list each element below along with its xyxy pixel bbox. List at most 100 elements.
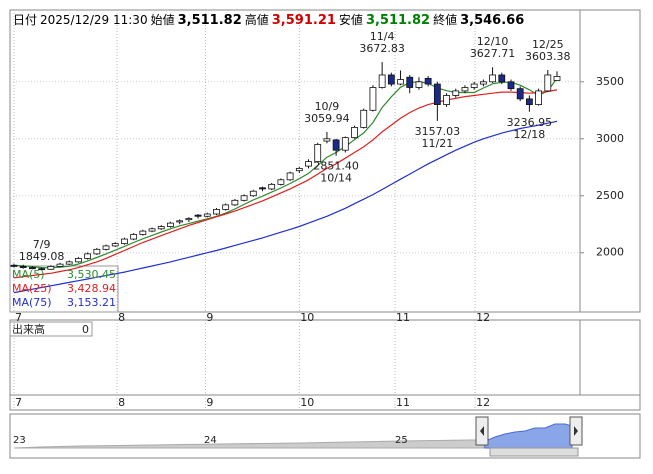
x-tick-label: 11 — [396, 396, 410, 409]
candle-body — [295, 168, 303, 172]
candle-body — [19, 266, 27, 268]
annotation-date: 7/9 — [33, 238, 51, 251]
header-value: 2025/12/29 11:30 — [40, 13, 148, 27]
candle-body — [535, 90, 542, 105]
candle-body — [516, 88, 524, 100]
candle-body — [323, 138, 331, 142]
header-value: 3,591.21 — [271, 13, 336, 28]
y-tick-label: 2000 — [596, 246, 624, 259]
candle-body — [452, 90, 460, 96]
volume-value: 0 — [82, 323, 89, 336]
candle-body — [47, 266, 55, 270]
candle-body — [121, 238, 128, 245]
annotation-value: 3627.71 — [470, 47, 516, 60]
legend-value: 3,153.21 — [67, 296, 116, 309]
candle-body — [10, 264, 18, 267]
legend-value: 3,428.94 — [67, 282, 116, 295]
header-value: 3,511.82 — [177, 13, 242, 28]
annotation-value: 1849.08 — [19, 250, 65, 263]
candle-body — [249, 190, 257, 197]
header-value: 3,546.66 — [460, 13, 525, 28]
candle-body — [507, 81, 515, 90]
annotation-date: 12/10 — [477, 35, 509, 48]
x-tick-label: 9 — [206, 311, 213, 324]
header-label: 高値 — [244, 13, 269, 27]
candle-body — [157, 226, 165, 230]
x-tick-label: 12 — [476, 396, 490, 409]
legend-name: MA(5) — [12, 268, 45, 281]
annotation-date: 11/4 — [370, 30, 395, 43]
candle-body — [369, 87, 377, 111]
header-label: 終値 — [433, 13, 458, 27]
candle-body — [378, 74, 386, 88]
price-panel — [9, 9, 641, 313]
candle-body — [84, 253, 92, 259]
candle-body — [102, 245, 110, 250]
ma-line — [13, 89, 558, 279]
x-tick-label: 10 — [300, 311, 314, 324]
candle-body — [461, 87, 469, 92]
y-tick-label: 3500 — [596, 75, 624, 88]
candle-body — [222, 204, 230, 210]
candle-body — [470, 83, 478, 88]
ma-line — [13, 77, 558, 269]
candle-body — [443, 95, 450, 105]
x-tick-label: 12 — [476, 311, 490, 324]
candle-body — [332, 139, 340, 151]
scrollbar[interactable] — [489, 447, 579, 457]
candle-body — [240, 195, 248, 201]
candle-body — [203, 213, 211, 217]
candle-body — [268, 183, 276, 190]
header-value: 3,511.82 — [365, 13, 431, 28]
candle-body — [139, 230, 147, 235]
navigator-label: 23 — [13, 435, 26, 446]
candle-body — [433, 83, 441, 105]
candle-body — [553, 76, 561, 81]
annotation-value: 3236.95 — [507, 116, 553, 129]
candle-body — [93, 248, 101, 255]
candle-body — [305, 161, 312, 167]
annotation-value: 3603.38 — [525, 50, 571, 63]
candle-body — [148, 228, 156, 232]
candle-body — [231, 199, 239, 206]
handle-arrow — [480, 426, 484, 436]
candle-body — [167, 222, 174, 227]
candle-body — [75, 258, 82, 263]
x-tick-label: 7 — [15, 396, 22, 409]
header-label: 始値 — [150, 13, 175, 27]
annotation-value: 3059.94 — [304, 112, 350, 125]
annotation-value: 3157.03 — [415, 125, 461, 138]
navigator-label: 25 — [395, 435, 408, 446]
header-label: 日付 — [13, 13, 38, 27]
navigator-label: 24 — [204, 435, 217, 446]
annotation-value: 3672.83 — [359, 42, 405, 55]
volume-title: 出来高 — [12, 322, 45, 336]
candle-body — [498, 74, 506, 83]
legend-name: MA(75) — [12, 296, 52, 309]
x-tick-label: 11 — [396, 311, 410, 324]
legend-value: 3,530.45 — [67, 268, 116, 281]
x-tick-label: 7 — [15, 311, 22, 324]
annotation-date: 12/25 — [532, 38, 564, 51]
candle-body — [56, 263, 64, 267]
candle-body — [286, 172, 294, 181]
x-tick-label: 8 — [118, 396, 125, 409]
candle-body — [415, 81, 423, 88]
header-label: 安値 — [338, 13, 363, 27]
candle-body — [176, 220, 184, 223]
candle-body — [525, 98, 533, 105]
candle-body — [489, 74, 496, 83]
x-tick-label: 8 — [118, 311, 125, 324]
y-tick-label: 3000 — [596, 132, 624, 145]
candle-body — [406, 76, 414, 88]
ma-line — [13, 120, 558, 294]
candle-body — [213, 209, 220, 215]
candle-body — [424, 77, 432, 85]
y-tick-label: 2500 — [596, 189, 624, 202]
handle-arrow — [574, 426, 578, 436]
legend-name: MA(25) — [12, 282, 52, 295]
candle-body — [360, 109, 368, 128]
candle-body — [277, 179, 285, 185]
candle-body — [29, 267, 36, 270]
